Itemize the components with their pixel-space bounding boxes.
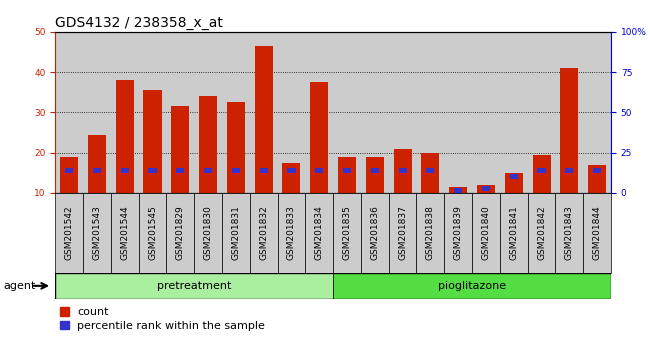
Bar [333, 273, 611, 299]
Bar [310, 82, 328, 193]
Text: GSM201545: GSM201545 [148, 205, 157, 260]
Bar [65, 168, 73, 173]
Bar [532, 155, 551, 193]
Bar [278, 193, 306, 273]
Text: GSM201832: GSM201832 [259, 205, 268, 260]
Bar [389, 193, 417, 273]
Bar [504, 173, 523, 193]
Text: GSM201830: GSM201830 [203, 205, 213, 260]
Text: GSM201841: GSM201841 [509, 205, 518, 260]
Text: GSM201834: GSM201834 [315, 205, 324, 260]
Bar [255, 46, 273, 193]
Bar [282, 163, 300, 193]
Bar [361, 193, 389, 273]
Bar [111, 193, 138, 273]
Bar [393, 149, 411, 193]
Bar [366, 157, 384, 193]
Bar [93, 168, 101, 173]
Legend: count, percentile rank within the sample: count, percentile rank within the sample [55, 303, 270, 335]
Text: GSM201542: GSM201542 [64, 205, 73, 260]
Bar [204, 168, 212, 173]
Bar [583, 193, 611, 273]
Bar [55, 273, 333, 299]
Bar [343, 168, 351, 173]
Text: GSM201836: GSM201836 [370, 205, 380, 260]
Bar [370, 168, 379, 173]
Bar [306, 193, 333, 273]
Bar [222, 193, 250, 273]
Text: GSM201843: GSM201843 [565, 205, 574, 260]
Bar [417, 193, 445, 273]
Bar [227, 102, 245, 193]
Text: GSM201829: GSM201829 [176, 205, 185, 260]
Bar [477, 185, 495, 193]
Text: GSM201544: GSM201544 [120, 205, 129, 260]
Text: GSM201838: GSM201838 [426, 205, 435, 260]
Bar [176, 168, 185, 173]
Bar [538, 168, 545, 173]
Bar [55, 193, 83, 273]
Text: GSM201842: GSM201842 [537, 205, 546, 260]
Bar [482, 186, 490, 191]
Bar [398, 168, 407, 173]
Bar [566, 168, 573, 173]
Bar [88, 135, 106, 193]
Text: GDS4132 / 238358_x_at: GDS4132 / 238358_x_at [55, 16, 223, 30]
Bar [510, 174, 518, 179]
Bar [593, 168, 601, 173]
Bar [588, 165, 606, 193]
Bar [472, 193, 500, 273]
Bar [144, 90, 162, 193]
Text: pretreatment: pretreatment [157, 281, 231, 291]
Bar [555, 193, 583, 273]
Bar [259, 168, 268, 173]
Text: GSM201543: GSM201543 [92, 205, 101, 260]
Bar [560, 68, 578, 193]
Bar [116, 80, 134, 193]
Text: GSM201835: GSM201835 [343, 205, 352, 260]
Bar [138, 193, 166, 273]
Bar [60, 157, 78, 193]
Bar [445, 193, 472, 273]
Text: GSM201844: GSM201844 [593, 205, 602, 260]
Bar [121, 168, 129, 173]
Text: GSM201840: GSM201840 [482, 205, 491, 260]
Bar [287, 168, 296, 173]
Bar [454, 188, 462, 193]
Text: GSM201837: GSM201837 [398, 205, 407, 260]
Bar [83, 193, 111, 273]
Bar [194, 193, 222, 273]
Text: GSM201839: GSM201839 [454, 205, 463, 260]
Bar [338, 157, 356, 193]
Bar [232, 168, 240, 173]
Bar [166, 193, 194, 273]
Bar [148, 168, 157, 173]
Bar [315, 168, 323, 173]
Bar [250, 193, 278, 273]
Bar [500, 193, 528, 273]
Text: GSM201833: GSM201833 [287, 205, 296, 260]
Bar [421, 153, 439, 193]
Text: pioglitazone: pioglitazone [438, 281, 506, 291]
Text: GSM201831: GSM201831 [231, 205, 240, 260]
Bar [528, 193, 556, 273]
Text: agent: agent [3, 281, 36, 291]
Bar [333, 193, 361, 273]
Bar [199, 96, 217, 193]
Bar [426, 168, 434, 173]
Bar [449, 187, 467, 193]
Bar [171, 106, 189, 193]
